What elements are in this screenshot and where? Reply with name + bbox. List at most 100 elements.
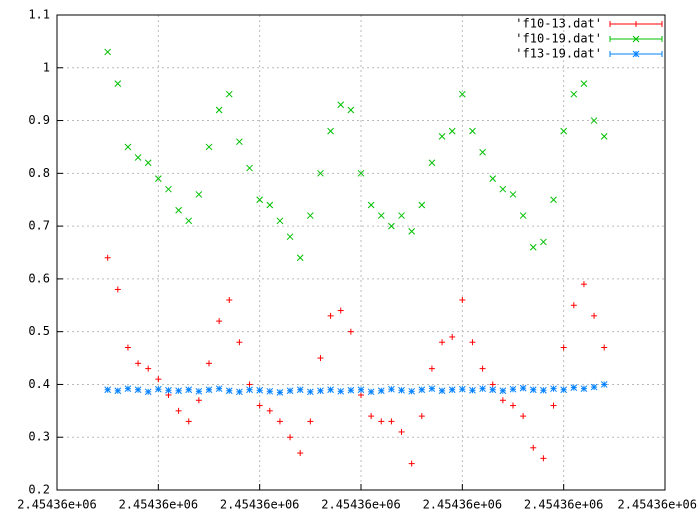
marker-stroke	[246, 386, 253, 394]
y-tick-label: 0.6	[28, 271, 50, 285]
point	[428, 365, 435, 372]
point	[225, 90, 233, 98]
point	[550, 402, 557, 409]
point	[418, 201, 426, 209]
point	[388, 385, 395, 393]
point	[388, 222, 395, 230]
point	[296, 386, 304, 394]
point	[519, 212, 527, 219]
legend-key	[609, 50, 663, 58]
point	[458, 385, 466, 393]
marker-stroke	[632, 35, 640, 43]
point	[438, 133, 446, 140]
marker-stroke	[580, 385, 588, 393]
point	[327, 312, 334, 319]
point	[540, 455, 547, 462]
marker-stroke	[357, 386, 365, 394]
point	[297, 450, 304, 457]
point	[560, 344, 567, 351]
marker-stroke	[408, 387, 416, 395]
marker-stroke	[540, 238, 547, 246]
point	[134, 386, 142, 394]
marker-stroke	[104, 386, 112, 394]
marker-stroke	[296, 254, 304, 262]
marker-stroke	[124, 385, 132, 393]
marker-stroke	[195, 191, 203, 198]
point	[205, 386, 213, 394]
marker-stroke	[590, 117, 598, 124]
point	[367, 388, 375, 396]
point	[306, 212, 314, 219]
point	[358, 392, 364, 398]
point	[236, 388, 243, 396]
point	[165, 185, 172, 193]
marker-stroke	[175, 206, 182, 214]
point	[195, 191, 203, 198]
marker-stroke	[519, 212, 527, 219]
point	[124, 385, 132, 393]
marker-stroke	[560, 127, 568, 135]
marker-stroke	[632, 50, 640, 58]
marker-stroke	[377, 212, 385, 219]
point	[489, 386, 497, 394]
marker-stroke	[306, 388, 314, 396]
marker-stroke	[165, 386, 172, 394]
point	[489, 381, 496, 388]
marker-stroke	[408, 228, 416, 235]
marker-stroke	[529, 386, 537, 394]
point	[266, 387, 274, 395]
point	[570, 384, 578, 391]
marker-stroke	[398, 386, 405, 394]
point	[418, 386, 426, 394]
marker-stroke	[327, 127, 334, 135]
marker-stroke	[550, 385, 557, 393]
point	[347, 386, 355, 394]
marker-stroke	[428, 159, 436, 167]
marker-stroke	[124, 143, 132, 151]
point	[114, 387, 122, 395]
point	[469, 339, 476, 346]
point	[195, 387, 203, 395]
point	[489, 175, 497, 182]
marker-stroke	[418, 201, 426, 209]
point	[540, 386, 547, 394]
point	[337, 387, 345, 395]
point	[317, 387, 324, 395]
point	[479, 148, 486, 156]
point	[560, 386, 568, 394]
point	[570, 302, 577, 309]
marker-stroke	[469, 386, 476, 394]
y-tick-label: 0.4	[28, 377, 50, 391]
marker-stroke	[306, 212, 314, 219]
marker-stroke	[438, 387, 446, 395]
x-tick-label: 2.45436e+06	[321, 498, 400, 512]
point	[256, 386, 264, 394]
point	[398, 212, 405, 219]
marker-stroke	[296, 386, 304, 394]
point	[591, 312, 598, 319]
point	[550, 385, 557, 393]
marker-stroke	[540, 386, 547, 394]
y-tick-label: 0.2	[28, 483, 50, 497]
marker-stroke	[479, 385, 486, 393]
legend-key	[609, 21, 663, 27]
marker-stroke	[388, 222, 395, 230]
point	[175, 206, 182, 214]
point	[590, 383, 598, 391]
point	[368, 413, 375, 420]
marker-stroke	[134, 154, 142, 161]
marker-stroke	[256, 196, 264, 204]
point	[145, 365, 152, 372]
point	[104, 254, 111, 261]
marker-stroke	[225, 90, 233, 98]
marker-stroke	[347, 106, 355, 114]
marker-stroke	[276, 389, 284, 396]
marker-stroke	[458, 385, 466, 393]
point	[479, 365, 486, 372]
marker-stroke	[266, 201, 274, 209]
x-tick-label: 2.45436e+06	[119, 498, 198, 512]
legend-label: 'f13-19.dat'	[515, 47, 602, 61]
marker-stroke	[205, 143, 213, 151]
